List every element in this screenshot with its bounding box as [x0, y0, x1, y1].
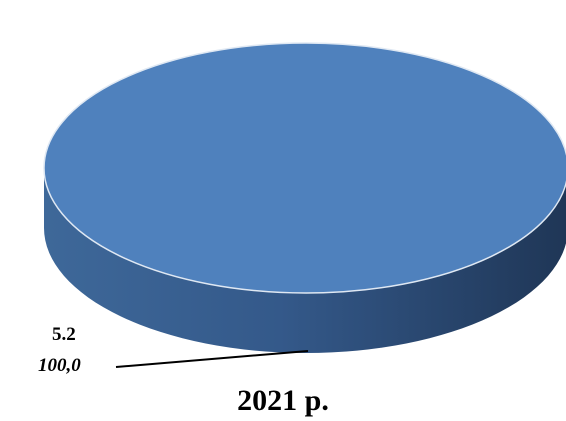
slice-leader-line	[115, 350, 309, 368]
pie-chart: 5.2 100,0	[38, 42, 566, 376]
slice-label: 5.2	[52, 324, 76, 345]
pie-slice-side	[44, 168, 566, 353]
pie-slice-top	[43, 42, 566, 294]
pie-slice	[43, 42, 566, 353]
slice-value-label: 100,0	[38, 355, 81, 376]
chart-title: 2021 р.	[237, 384, 329, 417]
pie-slices	[43, 42, 566, 353]
